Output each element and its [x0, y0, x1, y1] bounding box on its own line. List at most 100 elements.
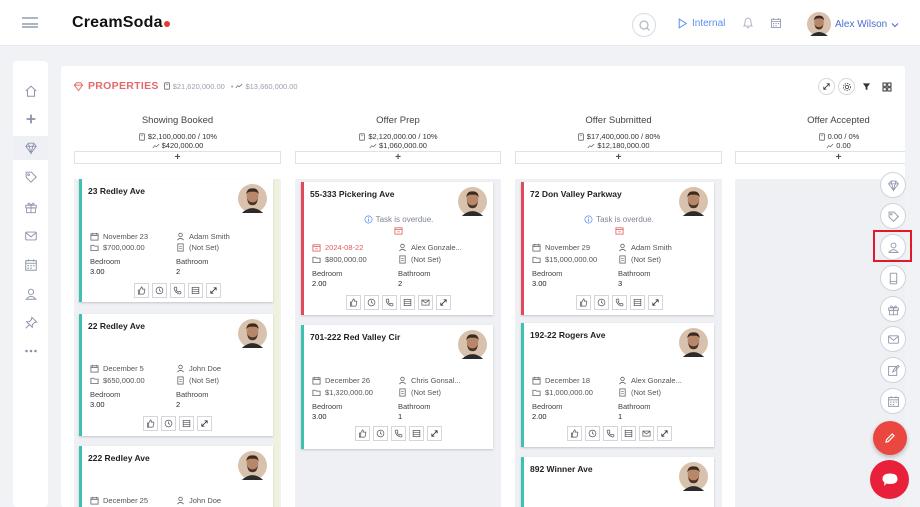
calendar-icon	[312, 376, 321, 385]
property-card[interactable]: 72 Don Valley Parkway Task is overdue. N…	[521, 182, 714, 315]
expand-button[interactable]	[818, 78, 835, 95]
mail-icon[interactable]	[13, 224, 48, 248]
chat-button[interactable]	[870, 460, 909, 499]
property-card[interactable]: 22 Redley Ave December 5 John Doe $650,0…	[79, 314, 273, 436]
call-button[interactable]	[611, 295, 627, 310]
compose-button[interactable]	[873, 421, 907, 455]
scrollbar[interactable]	[274, 179, 279, 507]
expand-button[interactable]	[647, 295, 663, 310]
expand-button[interactable]	[206, 283, 221, 298]
history-button[interactable]	[152, 283, 167, 298]
schedule-button[interactable]	[188, 283, 203, 298]
call-button[interactable]	[170, 283, 185, 298]
user-avatar[interactable]	[807, 12, 831, 36]
add-card-button[interactable]: +	[295, 151, 501, 164]
like-button[interactable]	[566, 426, 582, 441]
property-card[interactable]: 55-333 Pickering Ave Task is overdue. 20…	[301, 182, 493, 315]
schedule-button[interactable]	[400, 295, 415, 310]
phone-icon	[615, 298, 624, 307]
plus-icon[interactable]	[13, 107, 48, 131]
calendar-icon[interactable]	[13, 253, 48, 277]
card-bathroom: Bathroom 2	[176, 390, 209, 409]
property-card[interactable]: 701-222 Red Valley Cir December 26 Chris…	[301, 325, 493, 449]
card-date: 2024-08-22	[312, 243, 363, 252]
history-button[interactable]	[584, 426, 600, 441]
gift-icon[interactable]	[880, 296, 906, 322]
call-button[interactable]	[382, 295, 397, 310]
more-icon[interactable]	[13, 339, 48, 363]
email-button[interactable]	[418, 295, 433, 310]
column-header: Offer Prep $2,120,000.00 / 10% $1,060,00…	[295, 115, 501, 164]
call-button[interactable]	[391, 426, 406, 441]
agent-avatar	[679, 328, 708, 357]
expand-button[interactable]	[427, 426, 442, 441]
app-logo[interactable]: CreamSoda	[72, 14, 170, 32]
column-commission: 0.00	[735, 141, 905, 150]
user-icon[interactable]	[880, 234, 906, 260]
column-value: $2,100,000.00 / 10%	[74, 132, 281, 141]
expand-button[interactable]	[436, 295, 451, 310]
building-icon	[176, 243, 185, 252]
mail-icon	[642, 429, 651, 438]
like-button[interactable]	[346, 295, 361, 310]
diamond-icon[interactable]	[880, 172, 906, 198]
card-parking: (Not Set)	[176, 243, 219, 252]
user-icon[interactable]	[13, 282, 48, 306]
clock-icon	[155, 286, 164, 295]
search-button[interactable]	[632, 13, 656, 37]
agent-avatar	[458, 330, 487, 359]
pin-icon[interactable]	[13, 311, 48, 335]
history-button[interactable]	[364, 295, 379, 310]
settings-button[interactable]	[838, 78, 855, 95]
card-agent: Adam Smith	[176, 232, 230, 241]
property-card[interactable]: 222 Redley Ave December 25 John Doe	[79, 446, 273, 507]
gift-icon[interactable]	[13, 195, 48, 219]
internal-toggle[interactable]: Internal	[677, 18, 725, 29]
email-button[interactable]	[638, 426, 654, 441]
building-icon	[398, 255, 407, 264]
column-commission: $1,060,000.00	[295, 141, 501, 150]
panel-toolbar	[818, 78, 895, 95]
add-card-button[interactable]: +	[735, 151, 905, 164]
calendar-icon	[312, 243, 321, 252]
expand-button[interactable]	[656, 426, 672, 441]
add-card-button[interactable]: +	[515, 151, 722, 164]
user-menu[interactable]: Alex Wilson	[835, 19, 899, 30]
tag-icon[interactable]	[13, 165, 48, 189]
home-icon[interactable]	[13, 79, 48, 103]
schedule-button[interactable]	[179, 416, 194, 431]
grid-view-button[interactable]	[878, 78, 895, 95]
schedule-button[interactable]	[629, 295, 645, 310]
phone-icon[interactable]	[880, 265, 906, 291]
edit-icon[interactable]	[880, 357, 906, 383]
property-card[interactable]: 892 Winner Ave	[521, 457, 714, 507]
add-card-button[interactable]: +	[74, 151, 281, 164]
calendar-icon[interactable]	[770, 17, 782, 31]
menu-icon[interactable]	[22, 17, 38, 28]
like-button[interactable]	[355, 426, 370, 441]
history-button[interactable]	[593, 295, 609, 310]
page-header: PROPERTIES $21,620,000.00 • $13,660,000.…	[73, 80, 298, 92]
card-price: $800,000.00	[312, 255, 367, 264]
like-button[interactable]	[134, 283, 149, 298]
like-button[interactable]	[575, 295, 591, 310]
diamond-icon[interactable]	[13, 136, 48, 160]
like-icon	[146, 419, 155, 428]
schedule-button[interactable]	[409, 426, 424, 441]
tag-icon[interactable]	[880, 203, 906, 229]
schedule-button[interactable]	[620, 426, 636, 441]
filter-button[interactable]	[858, 78, 875, 95]
property-card[interactable]: 23 Redley Ave November 23 Adam Smith $70…	[79, 179, 273, 302]
history-button[interactable]	[373, 426, 388, 441]
history-button[interactable]	[161, 416, 176, 431]
property-card[interactable]: 192-22 Rogers Ave December 18 Alex Gonza…	[521, 323, 714, 447]
mail-icon[interactable]	[880, 326, 906, 352]
calendar-icon[interactable]	[880, 388, 906, 414]
call-button[interactable]	[602, 426, 618, 441]
expand-button[interactable]	[197, 416, 212, 431]
like-button[interactable]	[143, 416, 158, 431]
agent-avatar	[238, 319, 267, 348]
bell-icon[interactable]	[742, 16, 754, 31]
card-title: 23 Redley Ave	[88, 186, 146, 196]
column-commission: $12,180,000.00	[515, 141, 722, 150]
